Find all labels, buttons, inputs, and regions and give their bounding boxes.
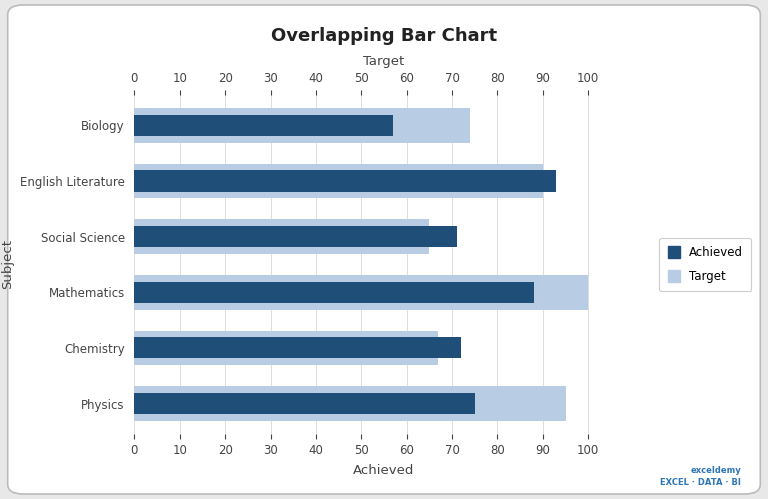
Bar (134, 108, 470, 143)
Text: exceldemy
EXCEL · DATA · BI: exceldemy EXCEL · DATA · BI (660, 466, 741, 487)
Bar (134, 337, 461, 358)
Bar (134, 282, 534, 303)
Bar (134, 275, 588, 309)
Bar (134, 220, 429, 254)
Bar (134, 331, 439, 365)
Text: Overlapping Bar Chart: Overlapping Bar Chart (271, 27, 497, 45)
Bar (134, 226, 457, 247)
Bar (134, 386, 565, 421)
Bar (134, 393, 475, 414)
Bar (134, 164, 543, 198)
Bar (134, 115, 393, 136)
Y-axis label: Subject: Subject (2, 240, 15, 289)
Bar (134, 171, 557, 192)
X-axis label: Target: Target (363, 55, 405, 68)
Legend: Achieved, Target: Achieved, Target (660, 238, 751, 291)
X-axis label: Achieved: Achieved (353, 464, 415, 477)
